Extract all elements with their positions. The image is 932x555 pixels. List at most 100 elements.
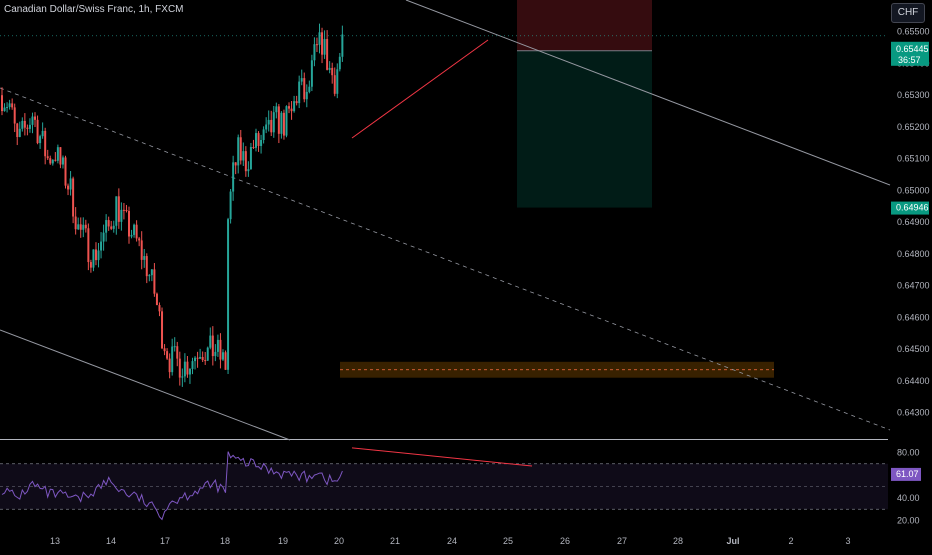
currency-button[interactable]: CHF bbox=[891, 3, 925, 23]
candle-body bbox=[242, 151, 245, 161]
candle-body bbox=[196, 357, 199, 359]
candle-body bbox=[305, 91, 308, 100]
x-tick-label: 20 bbox=[334, 536, 344, 546]
target-price-label: 0.64946 bbox=[896, 203, 929, 213]
candle-body bbox=[176, 346, 179, 359]
candle-body bbox=[128, 210, 130, 237]
candle-body bbox=[178, 358, 181, 378]
candle-body bbox=[64, 157, 67, 186]
candle-body bbox=[272, 112, 275, 133]
candle-body bbox=[275, 106, 278, 113]
candle-body bbox=[41, 130, 44, 137]
x-tick-label: 21 bbox=[390, 536, 400, 546]
x-tick-label: 18 bbox=[220, 536, 230, 546]
candle-body bbox=[112, 225, 115, 229]
candle-body bbox=[135, 224, 138, 239]
candle-body bbox=[265, 124, 268, 130]
candle-body bbox=[171, 346, 174, 373]
candle-body bbox=[252, 146, 255, 148]
candle-body bbox=[16, 123, 19, 137]
candle-body bbox=[59, 147, 62, 165]
candle-body bbox=[321, 32, 324, 55]
candle-body bbox=[26, 127, 29, 129]
candle-body bbox=[13, 107, 16, 124]
candle-body bbox=[150, 269, 153, 276]
rsi-line bbox=[1, 451, 343, 521]
candle-body bbox=[267, 119, 270, 125]
candle-body bbox=[94, 249, 97, 261]
candle-body bbox=[224, 352, 227, 370]
candle-body bbox=[249, 146, 252, 170]
candle-body bbox=[158, 305, 161, 312]
candle-body bbox=[56, 147, 59, 161]
wedge-top-line bbox=[351, 39, 489, 139]
candle-body bbox=[138, 238, 141, 241]
candle-body bbox=[84, 224, 87, 229]
candle-body bbox=[300, 78, 303, 82]
candle-body bbox=[288, 106, 291, 109]
candle-body bbox=[155, 293, 158, 306]
candle-body bbox=[303, 78, 306, 100]
candle-body bbox=[153, 269, 156, 294]
candle-body bbox=[130, 234, 133, 237]
candle-body bbox=[183, 361, 186, 377]
candle-body bbox=[313, 44, 316, 61]
candle-body bbox=[110, 226, 113, 229]
candle-body bbox=[199, 356, 202, 359]
candle-body bbox=[163, 348, 166, 352]
candle-body bbox=[209, 335, 212, 348]
candle-body bbox=[262, 129, 265, 140]
candle-body bbox=[31, 116, 34, 125]
candle-body bbox=[310, 60, 313, 87]
candle-body bbox=[293, 101, 296, 112]
candle-body bbox=[206, 347, 209, 361]
candle-body bbox=[270, 119, 273, 133]
x-tick-label: Jul bbox=[726, 536, 739, 546]
y-tick-label: 0.65300 bbox=[897, 90, 930, 100]
candle-body bbox=[115, 196, 118, 226]
x-tick-label: 24 bbox=[447, 536, 457, 546]
candle-body bbox=[204, 360, 207, 362]
candle-body bbox=[51, 159, 54, 164]
candle-body bbox=[87, 228, 90, 263]
candle-body bbox=[44, 130, 47, 157]
candle-body bbox=[143, 256, 146, 260]
lower-channel-line bbox=[0, 329, 291, 441]
candle-body bbox=[295, 101, 298, 104]
candle-body bbox=[34, 116, 37, 120]
rsi-value-marker bbox=[891, 467, 921, 481]
candle-body bbox=[3, 107, 6, 112]
candle-body bbox=[211, 335, 214, 357]
candle-body bbox=[166, 351, 169, 359]
candle-body bbox=[255, 133, 257, 148]
candle-body bbox=[92, 249, 95, 268]
candle-body bbox=[72, 178, 75, 217]
candle-body bbox=[326, 39, 329, 70]
candle-body bbox=[221, 352, 224, 360]
candle-body bbox=[82, 224, 85, 230]
x-tick-label: 14 bbox=[106, 536, 116, 546]
y-tick-label: 0.64600 bbox=[897, 312, 930, 322]
take-profit-zone bbox=[517, 50, 652, 208]
candle-body bbox=[1, 95, 3, 112]
candle-body bbox=[46, 156, 49, 159]
candle-body bbox=[8, 103, 11, 107]
candle-body bbox=[120, 209, 123, 222]
candle-body bbox=[161, 311, 164, 349]
candle-body bbox=[97, 250, 100, 261]
candle-body bbox=[216, 339, 219, 352]
last-price-label: 0.65445 bbox=[896, 44, 929, 54]
rsi-y-tick-label: 20.00 bbox=[897, 516, 920, 526]
candle-body bbox=[219, 339, 222, 360]
candle-body bbox=[74, 216, 77, 230]
y-tick-label: 0.64300 bbox=[897, 408, 930, 418]
candle-body bbox=[107, 220, 110, 227]
candle-body bbox=[49, 158, 52, 164]
candle-body bbox=[36, 119, 39, 144]
bar-countdown-label: 36:57 bbox=[898, 55, 921, 65]
candle-body bbox=[234, 162, 237, 166]
candle-body bbox=[6, 106, 9, 108]
y-tick-label: 0.64400 bbox=[897, 376, 930, 386]
